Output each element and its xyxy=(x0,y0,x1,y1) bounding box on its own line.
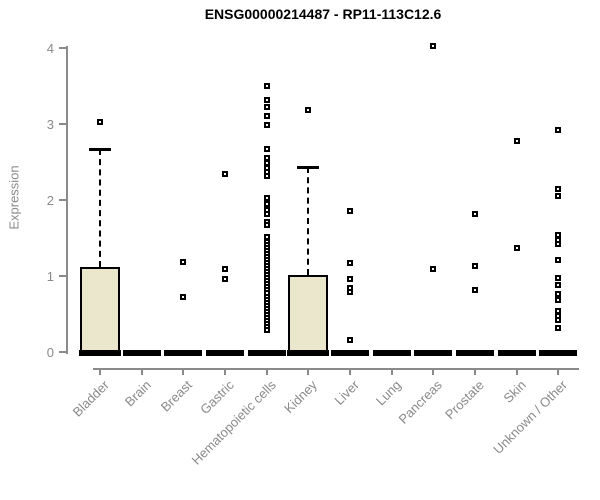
outlier-point xyxy=(263,113,270,120)
flat-box xyxy=(497,350,536,356)
flat-box xyxy=(456,350,495,356)
y-axis-tick xyxy=(59,275,67,277)
whisker-cap xyxy=(297,165,320,169)
outlier-point xyxy=(555,282,562,289)
y-axis-tick xyxy=(59,123,67,125)
y-tick-label: 3 xyxy=(46,117,54,132)
y-tick-label: 4 xyxy=(46,41,54,56)
x-axis-tick xyxy=(182,368,185,375)
flat-box xyxy=(539,350,578,356)
outlier-point xyxy=(263,195,270,202)
outlier-point xyxy=(263,326,270,333)
outlier-point xyxy=(430,43,437,50)
outlier-point xyxy=(472,286,479,293)
outlier-point xyxy=(263,83,270,89)
box xyxy=(288,275,329,354)
outlier-point xyxy=(347,207,354,214)
outlier-point xyxy=(222,276,228,283)
x-axis-tick xyxy=(99,368,101,375)
x-axis-tick xyxy=(349,368,352,375)
outlier-point xyxy=(263,146,270,153)
outlier-point xyxy=(263,222,270,229)
outlier-point xyxy=(555,317,562,324)
outlier-point xyxy=(263,211,270,218)
flat-box xyxy=(206,350,244,356)
x-axis-tick xyxy=(140,368,143,375)
median-bar xyxy=(79,350,121,356)
outlier-point xyxy=(347,288,354,295)
flat-box xyxy=(122,350,161,356)
x-axis-tick xyxy=(307,368,310,375)
x-axis-tick xyxy=(390,368,393,375)
outlier-point xyxy=(263,159,270,166)
outlier-point xyxy=(555,296,562,303)
outlier-point xyxy=(263,103,270,110)
outlier-point xyxy=(263,200,270,207)
outlier-point xyxy=(347,276,354,283)
outlier-point xyxy=(513,244,520,251)
y-axis-tick xyxy=(59,47,67,49)
x-axis-tick xyxy=(474,368,477,375)
outlier-point xyxy=(555,291,562,298)
outlier-point xyxy=(555,307,562,314)
y-axis-line xyxy=(66,46,68,354)
outlier-point xyxy=(555,241,562,248)
x-axis-tick xyxy=(432,368,435,375)
y-axis-tick xyxy=(59,199,67,201)
outlier-point xyxy=(347,336,354,343)
outlier-point xyxy=(472,263,479,270)
outlier-point xyxy=(180,293,187,300)
median-bar xyxy=(287,350,330,356)
outlier-point xyxy=(347,260,354,267)
outlier-point xyxy=(555,324,562,331)
flat-box xyxy=(164,350,203,356)
outlier-point xyxy=(222,266,228,273)
outlier-point xyxy=(180,259,187,266)
x-axis-tick xyxy=(265,368,268,375)
outlier-point xyxy=(555,257,562,264)
outlier-point xyxy=(430,266,437,273)
whisker-cap xyxy=(89,148,111,152)
flat-box xyxy=(372,350,411,356)
flat-box xyxy=(247,350,286,356)
y-axis-tick xyxy=(59,351,67,353)
outlier-point xyxy=(513,137,520,144)
chart-title: ENSG00000214487 - RP11-113C12.6 xyxy=(204,6,442,22)
box xyxy=(80,266,120,354)
y-tick-label: 2 xyxy=(46,193,54,208)
outlier-point xyxy=(555,275,562,282)
outlier-point xyxy=(222,171,228,178)
flat-box xyxy=(414,350,453,356)
whisker-line xyxy=(99,149,101,267)
outlier-point xyxy=(555,185,562,192)
outlier-point xyxy=(263,173,270,180)
outlier-point xyxy=(305,107,312,114)
outlier-point xyxy=(97,118,103,125)
y-tick-label: 0 xyxy=(46,345,54,360)
outlier-point xyxy=(555,127,562,134)
outlier-point xyxy=(555,193,562,200)
x-axis-tick xyxy=(224,368,226,375)
flat-box xyxy=(331,350,370,356)
x-axis-tick xyxy=(557,368,560,375)
x-axis-tick xyxy=(515,368,518,375)
x-axis-line xyxy=(93,368,579,370)
outlier-point xyxy=(263,121,270,128)
outlier-point xyxy=(263,97,270,104)
whisker-line xyxy=(307,166,310,276)
outlier-point xyxy=(472,210,479,217)
y-tick-label: 1 xyxy=(46,269,54,284)
